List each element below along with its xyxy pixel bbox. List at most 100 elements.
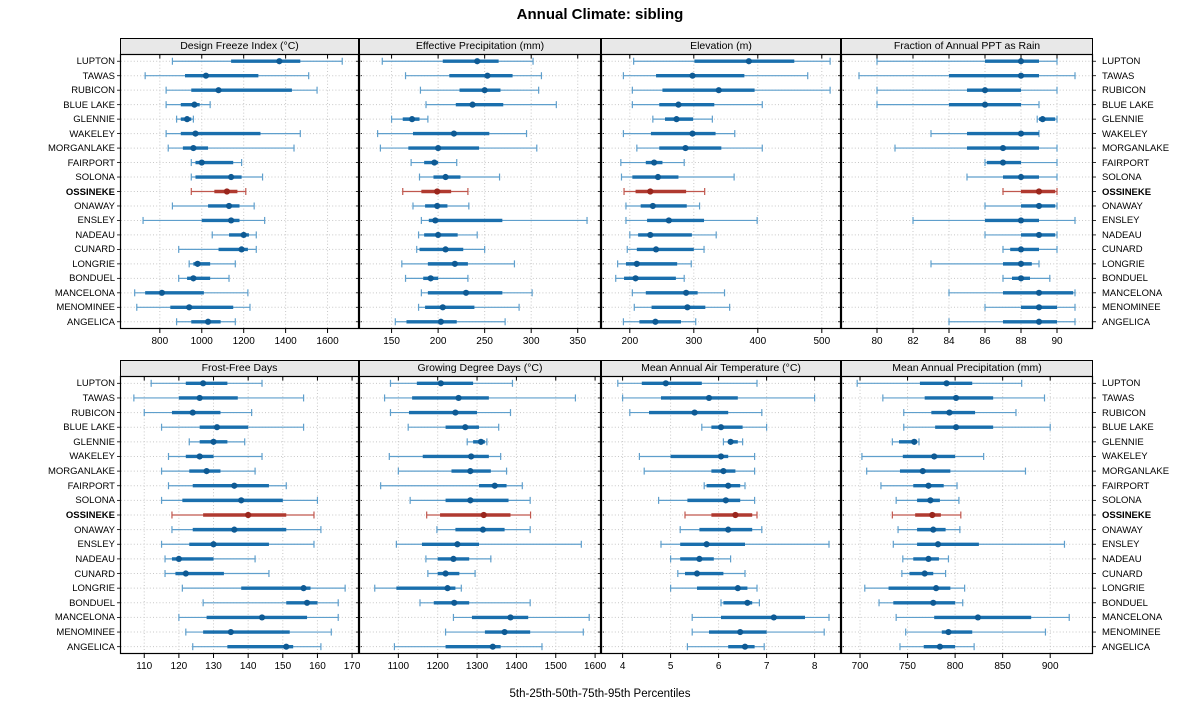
interval-row-cunard xyxy=(164,570,270,578)
interval-row-bonduel xyxy=(878,599,964,607)
interval-row-lupton xyxy=(856,379,1023,387)
site-labels-right: LUPTON TAWAS RUBICON BLUE LAKE GLENNIE WAKELE… xyxy=(1097,38,1200,348)
x-tick-label: 350 xyxy=(569,336,586,347)
interval-row-morganlake xyxy=(379,144,538,152)
interval-row-ensley xyxy=(892,540,1066,548)
interval-row-cunard xyxy=(626,245,705,253)
interval-row-bonduel xyxy=(404,274,469,282)
interval-row-rubicon xyxy=(876,86,1058,94)
interval-row-glennie xyxy=(390,115,429,123)
site-label: LUPTON xyxy=(1102,56,1141,68)
interval-row-cunard xyxy=(1002,245,1058,253)
panel-header: Fraction of Annual PPT as Rain xyxy=(841,38,1093,55)
interval-row-ossineke xyxy=(623,188,706,195)
panel-design-freeze-index-c-: Design Freeze Index (°C) 800 1000 1200 1400 1… xyxy=(117,38,362,348)
interval-row-nadeau xyxy=(669,555,732,563)
interval-row-ensley xyxy=(660,540,830,548)
interval-row-bonduel xyxy=(1002,274,1051,282)
x-axis: 110 120 130 140 150 160 170 xyxy=(117,376,362,672)
site-label: ENSLEY xyxy=(1102,215,1140,227)
site-label: LUPTON xyxy=(1102,378,1141,390)
x-tick-label: 5 xyxy=(668,661,674,672)
site-label: OSSINEKE xyxy=(65,186,115,198)
site-label: MENOMINEE xyxy=(1102,302,1161,314)
x-tick-label: 200 xyxy=(430,336,447,347)
interval-row-longrie xyxy=(188,260,236,268)
site-label: SOLONA xyxy=(75,172,115,184)
site-label: LONGRIE xyxy=(1102,258,1145,270)
interval-row-menominee xyxy=(185,628,332,636)
panel-elevation-m-: Elevation (m) 200 300 400 500 xyxy=(598,38,844,348)
x-axis: 700 750 800 850 900 xyxy=(838,376,1096,672)
site-label: RUBICON xyxy=(71,407,115,419)
x-axis-caption: 5th-25th-50th-75th-95th Percentiles xyxy=(509,688,691,700)
x-axis: 150 200 250 300 350 xyxy=(356,54,604,347)
site-label: WAKELEY xyxy=(69,451,115,463)
x-tick-label: 850 xyxy=(994,661,1011,672)
interval-row-ossineke xyxy=(171,511,315,519)
interval-row-blue-lake xyxy=(165,101,211,109)
interval-row-solona xyxy=(620,173,735,181)
interval-series xyxy=(374,379,590,651)
interval-row-rubicon xyxy=(629,409,763,417)
site-label: BLUE LAKE xyxy=(63,99,115,111)
x-tick-label: 8 xyxy=(812,661,818,672)
interval-row-mancelona xyxy=(691,613,830,621)
x-tick-label: 84 xyxy=(943,336,955,347)
interval-row-nadeau xyxy=(417,231,478,239)
site-label: ANGELICA xyxy=(66,316,115,328)
site-label: GLENNIE xyxy=(1102,114,1144,126)
interval-row-ensley xyxy=(625,216,758,224)
site-label: ENSLEY xyxy=(77,215,116,227)
interval-row-fairport xyxy=(620,159,685,167)
panel-header: Mean Annual Precipitation (mm) xyxy=(841,360,1093,377)
site-label: ANGELICA xyxy=(66,641,115,653)
site-labels-right: LUPTON TAWAS RUBICON BLUE LAKE GLENNIE WAKELE… xyxy=(1097,360,1200,673)
site-label: SOLONA xyxy=(1102,172,1142,184)
x-tick-label: 300 xyxy=(523,336,540,347)
x-tick-label: 500 xyxy=(813,336,830,347)
interval-row-glennie xyxy=(176,115,194,123)
interval-row-menominee xyxy=(633,303,731,311)
interval-row-ensley xyxy=(142,216,266,224)
site-label: GLENNIE xyxy=(73,114,115,126)
x-tick-label: 700 xyxy=(852,661,869,672)
interval-row-onaway xyxy=(436,526,531,534)
x-tick-label: 130 xyxy=(205,661,222,672)
x-axis: 200 300 400 500 xyxy=(598,54,844,347)
x-tick-label: 800 xyxy=(151,336,168,347)
site-label: BLUE LAKE xyxy=(63,422,115,434)
interval-row-tawas xyxy=(882,394,1046,402)
x-tick-label: 1200 xyxy=(233,336,256,347)
panel-row-top: LUPTON TAWAS RUBICON BLUE LAKE GLENNIE WAKELE… xyxy=(0,38,1200,348)
site-label: MENOMINEE xyxy=(56,302,115,314)
interval-row-rubicon xyxy=(631,86,831,94)
site-label: NADEAU xyxy=(1102,553,1142,565)
interval-row-tawas xyxy=(404,72,543,80)
site-label: WAKELEY xyxy=(1102,128,1148,140)
panel-frost-free-days: Frost-Free Days 110 120 130 140 150 160 170 xyxy=(117,360,362,673)
panel-plot: 4 5 6 7 8 xyxy=(598,375,844,672)
interval-row-longrie xyxy=(374,584,462,592)
interval-row-mancelona xyxy=(631,289,726,297)
site-label: MORGANLAKE xyxy=(1102,143,1170,155)
interval-row-longrie xyxy=(617,260,692,268)
interval-row-onaway xyxy=(412,202,470,210)
interval-row-menominee xyxy=(444,628,584,636)
interval-row-bonduel xyxy=(178,274,230,282)
x-tick-label: 110 xyxy=(136,661,152,672)
site-label: LONGRIE xyxy=(72,583,115,595)
site-label: BONDUEL xyxy=(69,597,115,609)
interval-row-lupton xyxy=(171,57,343,65)
site-label: CUNARD xyxy=(1102,244,1143,256)
interval-row-longrie xyxy=(864,584,966,592)
interval-row-nadeau xyxy=(629,231,717,239)
site-label: OSSINEKE xyxy=(65,510,115,521)
interval-row-blue-lake xyxy=(876,101,1040,109)
interval-row-ossineke xyxy=(426,511,532,519)
interval-row-lupton xyxy=(617,379,758,387)
interval-row-glennie xyxy=(1036,115,1058,123)
interval-row-morganlake xyxy=(643,467,756,475)
interval-row-fairport xyxy=(167,482,287,490)
